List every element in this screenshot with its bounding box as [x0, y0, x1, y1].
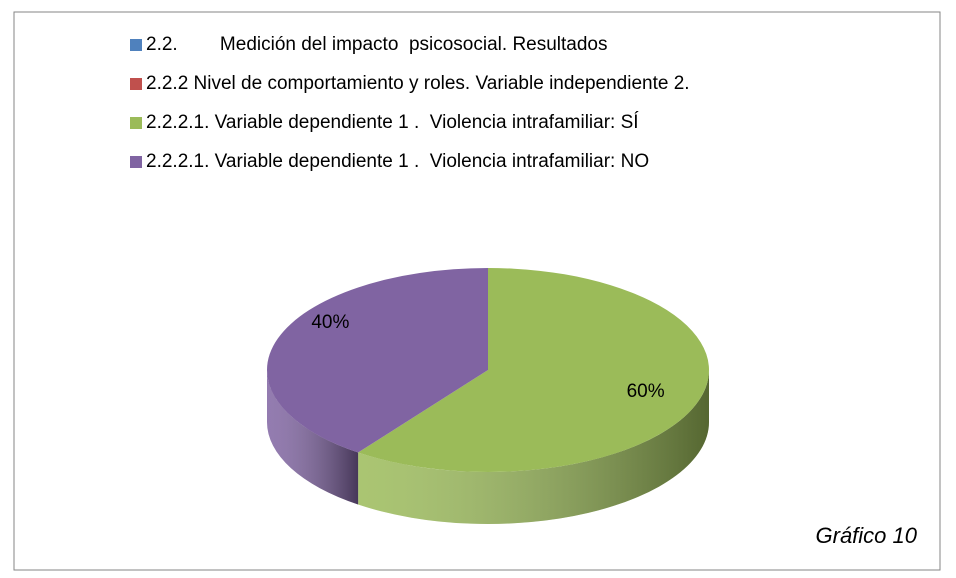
legend-swatch — [130, 156, 142, 168]
legend-swatch — [130, 78, 142, 90]
legend-label: 2.2.2.1. Variable dependiente 1 . Violen… — [146, 151, 649, 172]
data-label: 40% — [311, 312, 349, 333]
slice — [267, 268, 488, 453]
legend-label: 2.2.2 Nivel de comportamiento y roles. V… — [146, 73, 690, 94]
legend-swatch — [130, 39, 142, 51]
legend-swatch — [130, 117, 142, 129]
legend-label: 2.2.2.1. Variable dependiente 1 . Violen… — [146, 112, 639, 133]
slice-side-shade — [358, 370, 709, 524]
legend-label: 2.2. Medición del impacto psicosocial. R… — [146, 34, 608, 55]
slice-side-shade — [267, 370, 359, 505]
annotation: Gráfico 10 — [816, 523, 918, 548]
slice — [358, 268, 709, 473]
data-label: 60% — [627, 381, 665, 402]
